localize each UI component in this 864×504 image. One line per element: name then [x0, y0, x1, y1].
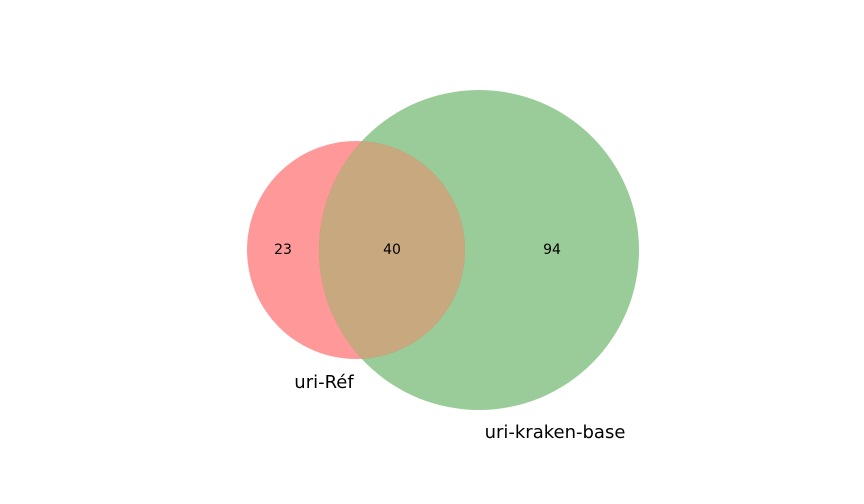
intersection-count: 40: [383, 242, 401, 258]
set-b-label: uri-kraken-base: [485, 422, 626, 443]
set-a-only-count: 23: [274, 242, 292, 258]
set-a-label: uri-Réf: [294, 372, 354, 393]
set-b-only-count: 94: [543, 242, 561, 258]
intersection-region: [319, 141, 465, 359]
